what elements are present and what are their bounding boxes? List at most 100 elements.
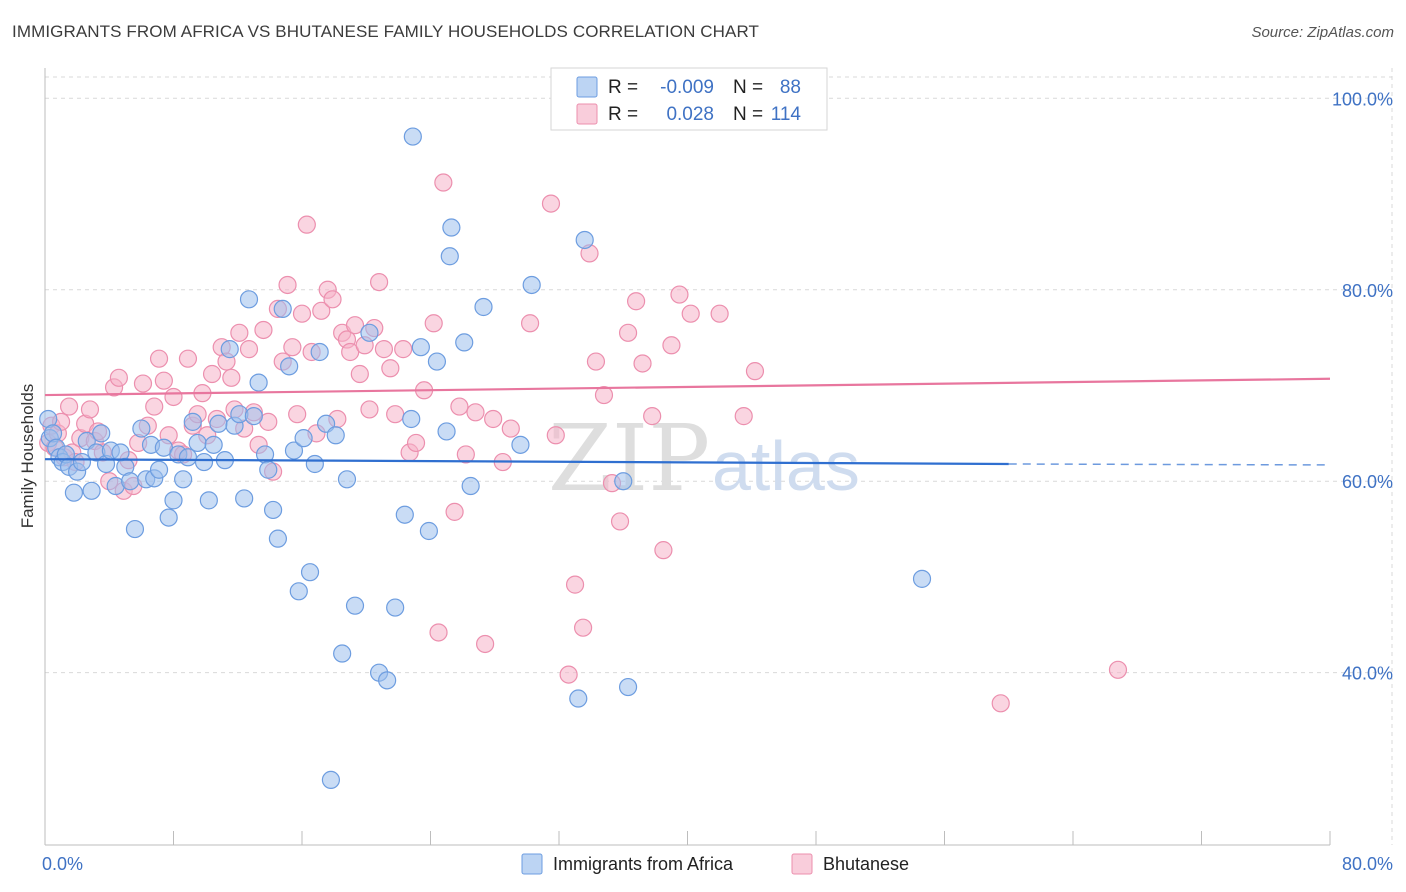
bhutanese-point-107 [670,285,689,304]
axes [44,68,1331,846]
africa-point-86 [618,677,638,697]
bhutanese-point-89 [501,419,520,438]
bhutanese-point-59 [312,301,331,320]
bhutanese-point-71 [370,272,389,292]
bhutanese-point-101 [618,323,638,342]
africa-point-44 [239,290,259,309]
africa-point-67 [378,671,397,690]
chart-title: IMMIGRANTS FROM AFRICA VS BHUTANESE FAMI… [12,22,760,41]
africa-point-54 [289,582,308,601]
africa-point-36 [199,491,218,510]
africa-point-63 [337,470,357,489]
bhutanese-point-6 [59,397,79,416]
africa-point-79 [461,476,480,496]
bhutanese-point-44 [239,340,259,359]
bhutanese-point-73 [381,359,400,378]
tick-labels: 40.0% 60.0% 80.0% 100.0% 0.0% 80.0% [42,89,1393,874]
bhutanese-trend-line [44,377,1331,397]
africa-trend-extension [1008,463,1331,466]
bhutanese-point-100 [610,512,630,531]
africa-point-58 [310,342,329,362]
legend-n-value-bhutanese: 114 [771,104,802,125]
bhutanese-point-11 [80,400,100,419]
bhutanese-point-67 [350,364,369,384]
legend-r-label-bhutanese: R = [608,104,638,125]
bhutanese-point-26 [154,371,173,390]
africa-point-69 [395,505,414,524]
africa-trend-line [44,458,1009,466]
africa-point-55 [294,429,313,448]
bhutanese-point-47 [254,320,273,340]
africa-point-12 [82,481,101,500]
legend-r-label-africa: R = [608,77,638,98]
africa-point-26 [149,460,169,479]
africa-point-72 [411,338,430,357]
bhutanese-point-80 [429,623,448,642]
bhutanese-point-97 [586,352,606,371]
africa-point-34 [188,433,207,453]
bhutanese-point-104 [643,407,662,426]
bhutanese-point-17 [109,368,128,387]
bhutanese-point-83 [450,397,469,416]
bhutanese-point-91 [541,194,561,213]
bhutanese-point-102 [626,292,646,311]
legend-swatch-africa [576,76,598,98]
bhutanese-point-113 [1108,660,1128,679]
bhutanese-point-40 [222,368,241,387]
africa-point-74 [427,352,447,371]
x-tick-label-1: 80.0% [1342,854,1393,874]
bhutanese-point-95 [573,618,593,637]
bhutanese-point-36 [202,364,222,384]
africa-point-57 [305,454,324,474]
bhutanese-point-56 [297,215,316,234]
africa-point-77 [442,218,461,237]
bhutanese-point-108 [681,304,700,323]
africa-point-32 [178,448,198,467]
africa-point-78 [455,333,474,352]
africa-point-83 [569,689,588,708]
africa-point-73 [419,521,438,541]
legend-swatch-bhutanese [576,103,598,125]
bhutanese-point-79 [424,314,443,333]
africa-point-50 [268,529,288,548]
africa-point-76 [440,247,459,266]
watermark-atlas: atlas [712,427,860,505]
source-credit: Source: ZipAtlas.com [1251,24,1394,41]
bottom-legend-label-africa: Immigrants from Africa [553,854,734,874]
africa-point-40 [220,340,239,359]
africa-point-52 [280,357,299,376]
africa-point-56 [300,563,320,582]
africa-point-46 [249,373,268,392]
bhutanese-point-112 [991,694,1010,713]
bhutanese-point-81 [434,173,453,192]
legend-n-label-africa: N = [733,77,763,98]
africa-point-43 [235,489,254,508]
bhutanese-point-28 [164,387,183,407]
africa-point-45 [244,407,263,426]
bhutanese-point-98 [594,385,614,405]
africa-point-85 [614,472,633,491]
bhutanese-point-55 [292,304,312,323]
africa-point-20 [121,472,140,491]
africa-point-61 [326,426,345,445]
y-tick-label-40: 40.0% [1342,664,1393,684]
africa-point-62 [333,644,352,663]
bhutanese-point-105 [654,541,673,560]
africa-point-60 [321,770,341,790]
bhutanese-point-85 [466,403,485,422]
africa-point-14 [92,424,111,443]
africa-point-33 [183,412,202,431]
bhutanese-point-66 [345,316,365,335]
bhutanese-point-111 [745,362,765,381]
africa-point-28 [159,508,178,527]
africa-point-80 [474,297,493,317]
bhutanese-point-74 [386,405,405,424]
series-legend: Immigrants from Africa Bhutanese [521,853,909,875]
africa-point-70 [402,409,421,429]
africa-point-51 [273,299,292,319]
bhutanese-point-82 [445,502,464,521]
bhutanese-point-52 [278,275,297,295]
africa-point-75 [437,422,456,441]
legend-r-value-bhutanese: 0.028 [666,104,714,125]
